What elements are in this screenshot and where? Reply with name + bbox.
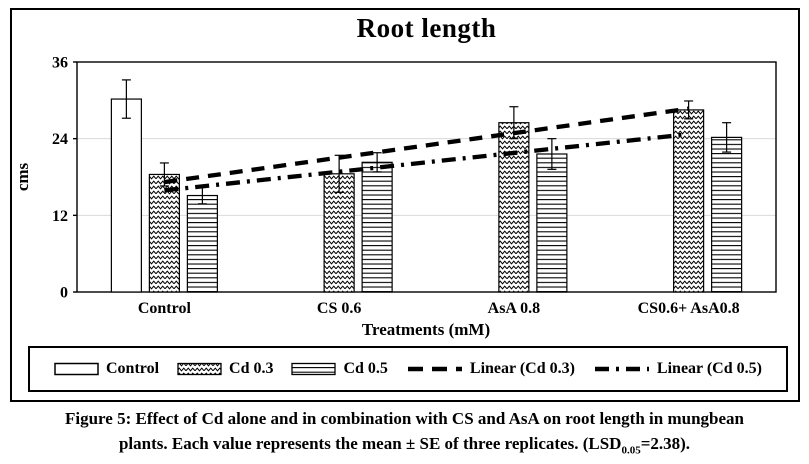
plot-border [76,61,777,293]
category-label: CS0.6+ AsA0.8 [638,300,740,317]
legend-item-cd05: Cd 0.5 [291,360,388,378]
x-axis-title: Treatments (mM) [362,320,490,339]
legend-item-control: Control [54,360,159,378]
legend-label: Control [105,360,160,377]
y-tick-label: 36 [52,55,68,72]
bar-cd-0.3 [498,122,530,293]
legend-item-cd03: Cd 0.3 [177,360,273,378]
dash-dot-line-swatch-icon [594,366,649,372]
chart-legend: Control Cd 0.3 Cd 0.5 Linear (Cd 0.3) Li… [28,346,788,392]
control-swatch-icon [54,362,99,376]
bar-cd-0.5 [361,161,393,293]
trendline-dashed [164,106,689,185]
legend-item-linear-cd03: Linear (Cd 0.3) [406,360,575,378]
category-label: Control [138,300,192,317]
category-label: AsA 0.8 [488,300,540,317]
chart-title: Root length [356,13,497,43]
wave-pattern-swatch-icon [177,362,222,376]
caption-line-2: plants. Each value represents the mean ±… [118,434,691,457]
bar-chart: 0 12 24 36 Control CS 0.6 AsA 0.8 CS0.6+ AsA0.8… [13,55,777,339]
bar-cd-0.5 [186,194,218,293]
dashed-line-swatch-icon [407,366,462,372]
caption-subscript: 0.05 [621,444,641,457]
figure-caption: Figure 5: Effect of Cd alone and in comb… [0,406,809,463]
figure-panel: Root length 0 12 24 36 Control CS 0.6 AsA 0.8 C… [10,8,800,402]
category-label: CS 0.6 [317,300,361,317]
legend-label: Cd 0.3 [229,360,274,377]
y-tick-label: 12 [52,208,68,225]
bar-control [110,98,142,293]
hlines-pattern-swatch-icon [291,362,337,376]
legend-label: Cd 0.5 [343,360,388,377]
legend-item-linear-cd05: Linear (Cd 0.5) [593,360,762,378]
bar-cd-0.3 [673,109,705,293]
legend-label: Linear (Cd 0.3) [469,360,575,377]
bar-cd-0.5 [711,136,743,293]
trendline-dash-dot [164,132,689,193]
y-tick-label: 0 [60,285,68,302]
y-tick-label: 24 [52,131,68,148]
bar-cd-0.3 [148,173,180,293]
legend-label: Linear (Cd 0.5) [656,360,762,377]
y-axis-title: cms [13,162,32,191]
bar-cd-0.5 [536,153,568,293]
caption-line-1: Figure 5: Effect of Cd alone and in comb… [65,409,744,428]
